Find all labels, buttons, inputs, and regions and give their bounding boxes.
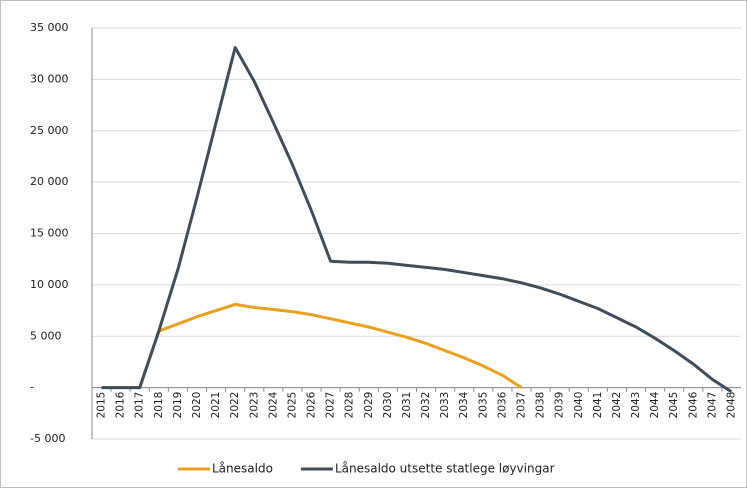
y-tick-label: 5 000 bbox=[30, 329, 62, 342]
y-tick-label: 20 000 bbox=[30, 175, 69, 188]
series-line bbox=[101, 302, 523, 390]
y-tick-label: 30 000 bbox=[30, 72, 69, 85]
x-tick-label: 2030 bbox=[382, 392, 394, 419]
x-tick-label: 2043 bbox=[630, 392, 642, 419]
x-tick-label: 2047 bbox=[706, 392, 718, 419]
x-tick-label: 2016 bbox=[115, 391, 127, 418]
legend-label: Lånesaldo utsette statlege løyvingar bbox=[335, 462, 555, 476]
x-tick-label: 2019 bbox=[172, 392, 184, 419]
y-tick-label: -5 000 bbox=[30, 432, 65, 445]
x-tick-label: 2028 bbox=[344, 392, 356, 419]
legend-label: Lånesaldo bbox=[212, 462, 273, 476]
y-tick-label: - bbox=[30, 381, 34, 394]
x-tick-label: 2035 bbox=[477, 392, 489, 419]
x-tick-label: 2042 bbox=[611, 392, 623, 419]
legend-item: Lånesaldo utsette statlege løyvingar bbox=[300, 462, 555, 476]
x-tick-label: 2037 bbox=[515, 392, 527, 419]
x-tick-label: 2025 bbox=[286, 392, 298, 419]
x-tick-label: 2027 bbox=[325, 392, 337, 419]
x-tick-label: 2040 bbox=[573, 392, 585, 419]
x-tick-label: 2046 bbox=[687, 391, 699, 418]
x-tick-label: 2045 bbox=[668, 392, 680, 419]
x-tick-label: 2015 bbox=[96, 392, 108, 419]
x-tick-label: 2018 bbox=[153, 392, 165, 419]
legend-item: Lånesaldo bbox=[178, 462, 273, 476]
y-tick-label: 35 000 bbox=[30, 21, 69, 34]
x-tick-label: 2023 bbox=[248, 392, 260, 419]
x-tick-label: 2041 bbox=[592, 392, 604, 419]
x-tick-label: 2032 bbox=[420, 392, 432, 419]
x-tick-label: 2044 bbox=[649, 391, 661, 418]
y-tick-label: 15 000 bbox=[30, 227, 69, 240]
x-tick-label: 2034 bbox=[458, 391, 470, 418]
y-tick-label: 10 000 bbox=[30, 278, 69, 291]
x-tick-label: 2024 bbox=[267, 391, 279, 418]
x-tick-label: 2038 bbox=[535, 392, 547, 419]
x-tick-label: 2021 bbox=[210, 392, 222, 419]
series-line bbox=[101, 46, 733, 393]
x-tick-label: 2039 bbox=[554, 392, 566, 419]
y-tick-label: 25 000 bbox=[30, 124, 69, 137]
x-tick-label: 2026 bbox=[306, 391, 318, 418]
x-tick-label: 2017 bbox=[134, 392, 146, 419]
x-tick-label: 2022 bbox=[229, 392, 241, 419]
x-tick-label: 2036 bbox=[496, 391, 508, 418]
x-tick-label: 2048 bbox=[725, 392, 737, 419]
x-tick-label: 2020 bbox=[191, 392, 203, 419]
x-tick-label: 2033 bbox=[439, 392, 451, 419]
x-tick-label: 2031 bbox=[401, 392, 413, 419]
x-tick-label: 2029 bbox=[363, 392, 375, 419]
